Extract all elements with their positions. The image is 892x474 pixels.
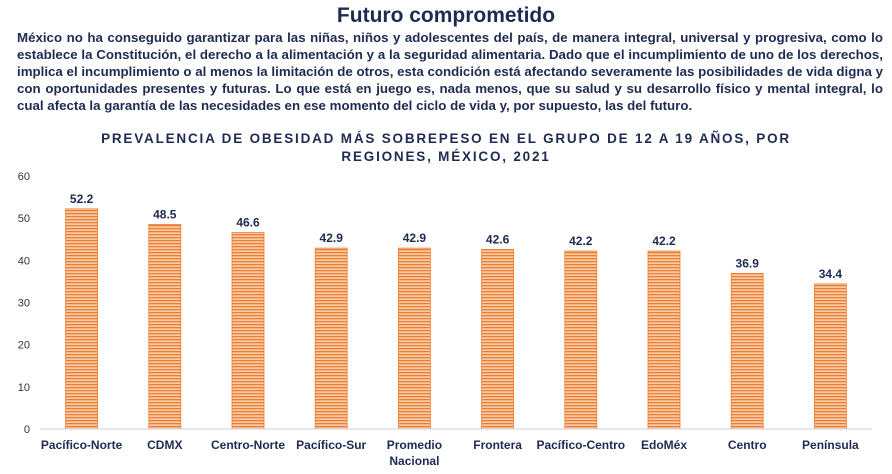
bar xyxy=(148,224,182,430)
bar xyxy=(564,250,598,430)
chart-title: PREVALENCIA DE OBESIDAD MÁS SOBREPESO EN… xyxy=(101,131,791,164)
y-tick-label: 0 xyxy=(24,424,30,436)
category-label: Centro-Norte xyxy=(211,438,285,452)
intro-paragraph: México no ha conseguido garantizar para … xyxy=(17,30,883,113)
bars: 52.2 48.5 46.6 42.9 42.9 42.6 42.2 42.2 36.9 34.4 xyxy=(65,192,847,430)
bar xyxy=(730,273,764,430)
category-label: CDMX xyxy=(147,438,182,452)
bar xyxy=(314,247,348,430)
y-tick-label: 30 xyxy=(18,298,30,310)
y-tick-label: 10 xyxy=(18,382,30,394)
x-axis: Pacífico-Norte CDMX Centro-Norte Pacífico-S… xyxy=(40,428,872,468)
data-label: 42.9 xyxy=(403,231,427,245)
data-label: 42.9 xyxy=(320,231,344,245)
y-tick-label: 50 xyxy=(18,213,30,225)
data-label: 42.2 xyxy=(652,234,676,248)
bar xyxy=(231,232,265,430)
page-title: Futuro comprometido xyxy=(336,4,556,27)
data-label: 52.2 xyxy=(70,192,94,206)
category-label: Pacífico-Sur xyxy=(296,438,366,452)
y-axis: 0 10 20 30 40 50 60 xyxy=(18,171,30,436)
bar xyxy=(65,208,98,430)
data-label: 46.6 xyxy=(236,216,260,230)
data-label: 48.5 xyxy=(153,207,177,221)
y-tick-label: 40 xyxy=(18,255,30,267)
y-tick-label: 20 xyxy=(18,340,30,352)
category-label: Pacífico-Norte xyxy=(41,438,123,452)
bar xyxy=(647,250,681,430)
category-label: EdoMéx xyxy=(641,438,687,452)
category-label: Centro xyxy=(728,438,767,452)
category-label: Península xyxy=(802,438,859,452)
bar xyxy=(814,283,847,430)
data-label: 42.6 xyxy=(486,232,510,246)
y-tick-label: 60 xyxy=(18,171,30,183)
data-label: 42.2 xyxy=(569,234,593,248)
data-label: 34.4 xyxy=(819,267,843,281)
category-label: Frontera xyxy=(473,438,522,452)
bar xyxy=(397,247,431,430)
category-label: Promedio Nacional xyxy=(387,438,442,468)
category-label: Pacífico-Centro xyxy=(536,438,625,452)
data-label: 36.9 xyxy=(736,256,760,270)
bar xyxy=(481,248,515,430)
